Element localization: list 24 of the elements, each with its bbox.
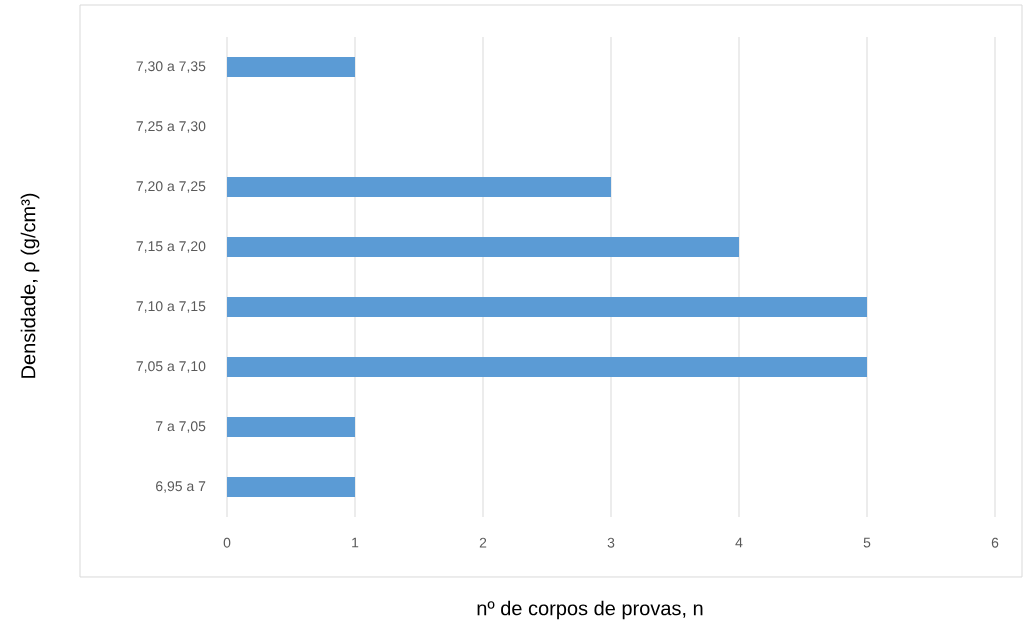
- x-tick-label: 4: [735, 537, 743, 548]
- y-tick-label: 7,05 a 7,10: [136, 361, 206, 373]
- y-tick-label: 7,15 a 7,20: [136, 241, 206, 253]
- y-tick-label: 7,25 a 7,30: [136, 121, 206, 133]
- x-tick-label: 5: [863, 537, 871, 548]
- x-tick-label: 1: [352, 537, 359, 548]
- bar: [227, 57, 356, 77]
- y-tick-label: 7 a 7,05: [156, 421, 206, 433]
- bar: [227, 177, 611, 197]
- y-tick-label: 7,20 a 7,25: [136, 181, 206, 193]
- x-tick-label: 0: [223, 537, 231, 548]
- y-tick-label: 6,95 a 7: [156, 481, 206, 493]
- y-tick-label: 7,10 a 7,15: [136, 301, 206, 313]
- y-axis-title: Densidade, ρ (g/cm³): [20, 193, 40, 378]
- bar: [227, 416, 356, 437]
- bar: [227, 297, 867, 317]
- bar: [227, 357, 867, 377]
- x-tick-label: 6: [991, 537, 999, 548]
- bar: [227, 476, 356, 497]
- x-tick-label: 2: [479, 537, 487, 548]
- bar: [227, 237, 739, 257]
- x-axis-title: nº de corpos de provas, n: [477, 600, 703, 620]
- x-tick-label: 3: [607, 537, 615, 548]
- y-tick-label: 7,30 a 7,35: [136, 61, 206, 73]
